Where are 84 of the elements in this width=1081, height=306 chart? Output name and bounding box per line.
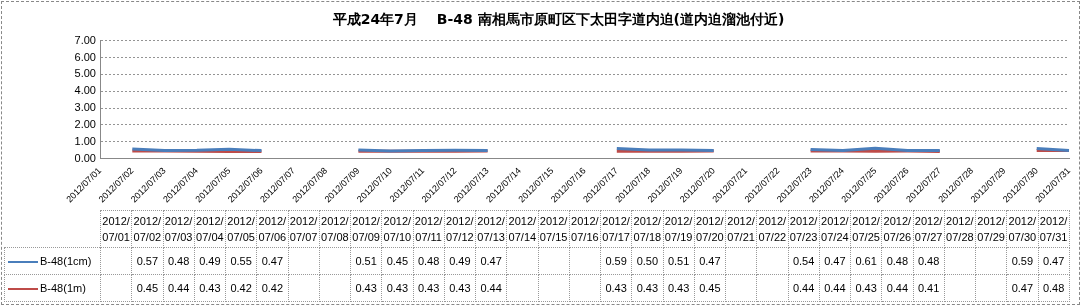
category-label: 2012/07/07 [289,215,318,243]
y-tick-label: 3.00 [74,101,96,114]
y-tick-label: 1.00 [74,134,96,147]
data-label: 0.47 [475,247,507,275]
y-tick-label: 6.00 [74,50,96,63]
category-label: 2012/07/04 [196,215,224,243]
data-label: 0.43 [850,274,882,302]
data-label: 0.45 [381,247,413,275]
data-label: 0.43 [194,274,226,302]
data-label: 0.57 [131,247,163,275]
category-label: 2012/07/14 [508,215,537,243]
data-label: 0.43 [444,274,476,302]
category-label: 2012/07/12 [446,215,474,243]
category-label: 2012/07/19 [664,215,693,243]
data-label: 0.48 [413,247,445,275]
data-label: 0.51 [663,247,695,275]
data-label: 0.43 [413,274,445,302]
data-label: 0.54 [788,247,820,275]
legend-label: B-48(1cm) [4,247,101,275]
category-label: 2012/07/02 [133,215,162,243]
y-tick-label: 4.00 [74,84,96,97]
category-label: 2012/07/16 [571,215,599,243]
data-label: 0.47 [694,247,726,275]
data-label: 0.44 [163,274,195,302]
category-label: 2012/07/09 [352,215,380,243]
y-tick-label: 0.00 [74,151,96,164]
data-label: 0.59 [600,247,632,275]
data-label: 0.44 [475,274,507,302]
category-label: 2012/07/24 [821,215,849,243]
data-label: 0.44 [788,274,820,302]
category-label: 2012/07/20 [696,215,724,243]
category-label: 2012/07/01 [102,215,130,243]
category-label: 2012/07/06 [258,215,287,243]
data-label: 0.47 [256,247,288,275]
chart-title: 平成24年7月 B-48 南相馬市原町区下太田字道内迫(道内迫溜池付近) [331,11,785,28]
category-label: 2012/07/03 [164,215,193,243]
data-label: 0.48 [163,247,195,275]
category-label: 2012/07/23 [789,215,818,243]
category-label: 2012/07/25 [852,215,880,243]
data-label: 0.51 [350,247,382,275]
data-label: 0.55 [225,247,257,275]
data-label: 0.48 [881,247,913,275]
data-label: 0.47 [1006,274,1038,302]
data-label: 0.50 [631,247,663,275]
category-label: 2012/07/08 [321,215,349,243]
data-label: 0.43 [350,274,382,302]
category-label: 2012/07/10 [383,215,412,243]
category-label: 2012/07/28 [946,215,974,243]
category-label: 2012/07/18 [633,215,662,243]
data-label: 0.42 [256,274,288,302]
data-label: 0.49 [444,247,476,275]
data-label: 0.44 [819,274,851,302]
data-label: 0.48 [1038,274,1070,302]
data-label: 0.45 [694,274,726,302]
data-label: 0.59 [1006,247,1038,275]
data-label: 0.43 [600,274,632,302]
category-label: 2012/07/30 [1008,215,1037,243]
category-label: 2012/07/26 [883,215,912,243]
category-label: 2012/07/22 [758,215,787,243]
y-tick-label: 5.00 [74,67,96,80]
data-label: 0.41 [913,274,945,302]
category-label: 2012/07/05 [227,215,255,243]
data-label: 0.47 [819,247,851,275]
category-label: 2012/07/27 [914,215,943,243]
legend-label: B-48(1m) [4,274,101,302]
data-label: 0.48 [913,247,945,275]
y-tick-label: 7.00 [74,33,96,46]
data-label: 0.61 [850,247,882,275]
category-label: 2012/07/13 [477,215,505,243]
data-label: 0.49 [194,247,226,275]
category-label: 2012/07/31 [1039,215,1068,243]
category-label: 2012/07/15 [539,215,568,243]
category-label: 2012/07/29 [977,215,1005,243]
data-label: 0.47 [1038,247,1070,275]
category-label: 2012/07/17 [602,215,630,243]
data-label: 0.43 [663,274,695,302]
data-label: 0.42 [225,274,257,302]
data-label: 0.43 [381,274,413,302]
category-label: 2012/07/21 [727,215,755,243]
y-tick-label: 2.00 [74,117,96,130]
data-label: 0.44 [881,274,913,302]
data-label: 0.43 [631,274,663,302]
data-label: 0.45 [131,274,163,302]
category-label: 2012/07/11 [414,215,443,243]
